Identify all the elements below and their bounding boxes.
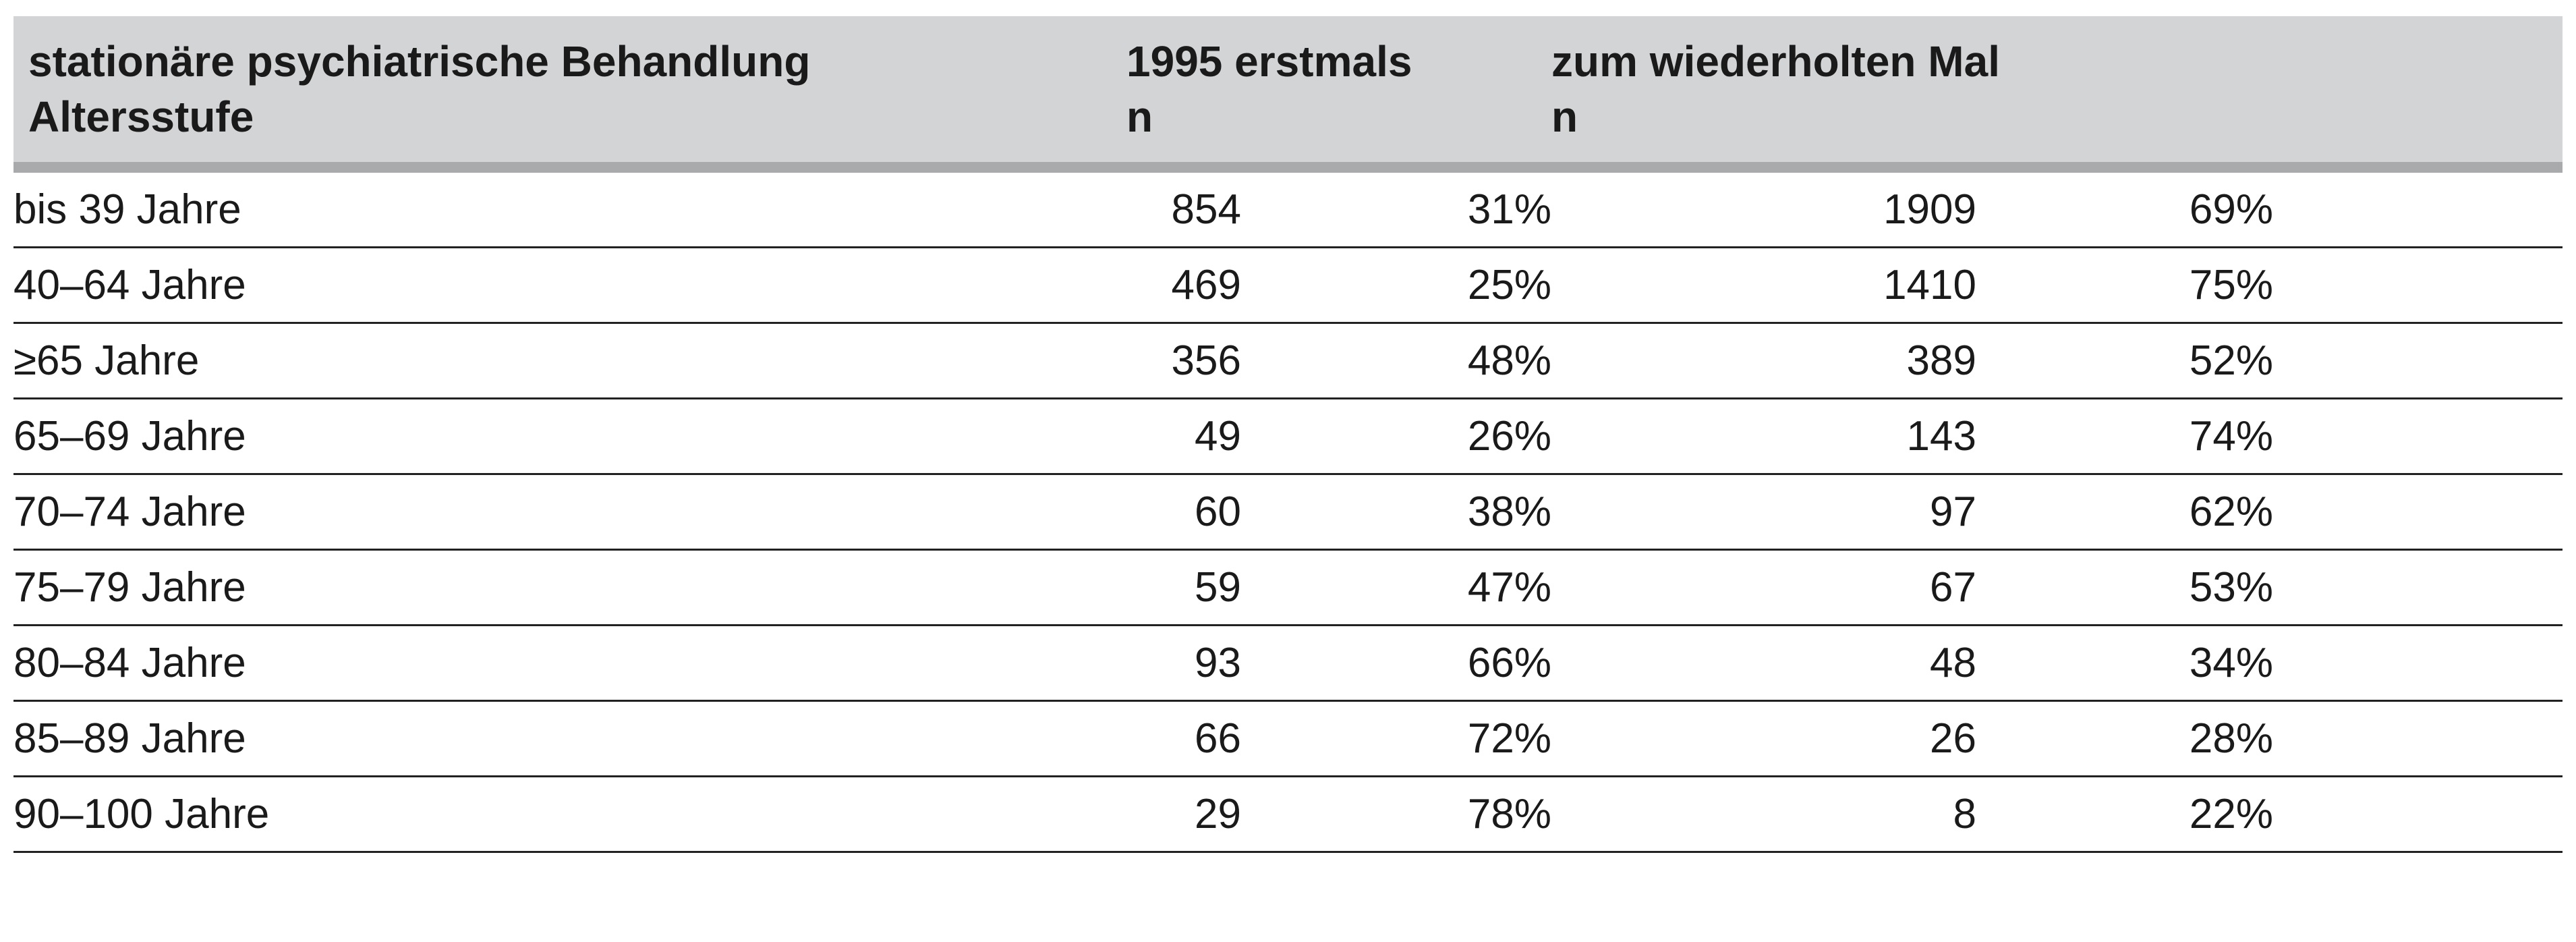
repeat-n-cell: 26	[1551, 700, 1976, 777]
data-table: stationäre psychiatrische Behandlung Alt…	[13, 16, 2563, 853]
table-row: 70–74 Jahre 60 38% 97 62%	[13, 474, 2563, 551]
repeat-n-cell: 143	[1551, 398, 1976, 475]
header-repeat-line2: n	[1551, 92, 1578, 141]
first-pct-cell: 38%	[1241, 474, 1551, 551]
header-first-line2: n	[1126, 92, 1153, 141]
repeat-pct-cell: 69%	[1976, 167, 2273, 248]
spacer-cell	[2273, 549, 2563, 626]
first-pct-cell: 72%	[1241, 700, 1551, 777]
age-cell: bis 39 Jahre	[13, 167, 1126, 248]
repeat-n-cell: 1909	[1551, 167, 1976, 248]
table-row: 75–79 Jahre 59 47% 67 53%	[13, 549, 2563, 626]
age-cell: 90–100 Jahre	[13, 776, 1126, 853]
table-row: 65–69 Jahre 49 26% 143 74%	[13, 398, 2563, 475]
header-repeated: zum wiederholten Mal n	[1551, 16, 2563, 173]
repeat-n-cell: 389	[1551, 323, 1976, 399]
first-n-cell: 854	[1126, 167, 1241, 248]
first-n-cell: 469	[1126, 247, 1241, 324]
first-n-cell: 66	[1126, 700, 1241, 777]
header-row: stationäre psychiatrische Behandlung Alt…	[13, 16, 2563, 173]
repeat-pct-cell: 52%	[1976, 323, 2273, 399]
repeat-n-cell: 1410	[1551, 247, 1976, 324]
repeat-pct-cell: 53%	[1976, 549, 2273, 626]
repeat-pct-cell: 74%	[1976, 398, 2273, 475]
header-first-time: 1995 erstmals n	[1126, 16, 1551, 173]
table-row: 85–89 Jahre 66 72% 26 28%	[13, 700, 2563, 777]
first-pct-cell: 47%	[1241, 549, 1551, 626]
spacer-cell	[2273, 474, 2563, 551]
table-header: stationäre psychiatrische Behandlung Alt…	[13, 16, 2563, 173]
first-n-cell: 49	[1126, 398, 1241, 475]
header-repeat-line1: zum wiederholten Mal	[1551, 37, 2000, 86]
repeat-n-cell: 48	[1551, 625, 1976, 702]
repeat-n-cell: 97	[1551, 474, 1976, 551]
table-body: bis 39 Jahre 854 31% 1909 69% 40–64 Jahr…	[13, 167, 2563, 853]
psychiatric-treatment-table: stationäre psychiatrische Behandlung Alt…	[13, 16, 2563, 853]
first-pct-cell: 48%	[1241, 323, 1551, 399]
repeat-pct-cell: 22%	[1976, 776, 2273, 853]
first-pct-cell: 31%	[1241, 167, 1551, 248]
spacer-cell	[2273, 167, 2563, 248]
age-cell: 40–64 Jahre	[13, 247, 1126, 324]
first-n-cell: 356	[1126, 323, 1241, 399]
table-row: 40–64 Jahre 469 25% 1410 75%	[13, 247, 2563, 324]
repeat-pct-cell: 28%	[1976, 700, 2273, 777]
header-age-line2: Altersstufe	[28, 92, 254, 141]
spacer-cell	[2273, 398, 2563, 475]
table-row: ≥65 Jahre 356 48% 389 52%	[13, 323, 2563, 399]
repeat-pct-cell: 62%	[1976, 474, 2273, 551]
spacer-cell	[2273, 625, 2563, 702]
age-cell: 75–79 Jahre	[13, 549, 1126, 626]
age-cell: 85–89 Jahre	[13, 700, 1126, 777]
spacer-cell	[2273, 247, 2563, 324]
spacer-cell	[2273, 776, 2563, 853]
age-cell: 65–69 Jahre	[13, 398, 1126, 475]
repeat-pct-cell: 75%	[1976, 247, 2273, 324]
first-pct-cell: 25%	[1241, 247, 1551, 324]
age-cell: 80–84 Jahre	[13, 625, 1126, 702]
repeat-pct-cell: 34%	[1976, 625, 2273, 702]
table-row: 90–100 Jahre 29 78% 8 22%	[13, 776, 2563, 853]
header-age-line1: stationäre psychiatrische Behandlung	[28, 37, 811, 86]
repeat-n-cell: 67	[1551, 549, 1976, 626]
table-row: 80–84 Jahre 93 66% 48 34%	[13, 625, 2563, 702]
repeat-n-cell: 8	[1551, 776, 1976, 853]
spacer-cell	[2273, 323, 2563, 399]
first-n-cell: 60	[1126, 474, 1241, 551]
first-pct-cell: 78%	[1241, 776, 1551, 853]
first-n-cell: 93	[1126, 625, 1241, 702]
first-n-cell: 29	[1126, 776, 1241, 853]
table-row: bis 39 Jahre 854 31% 1909 69%	[13, 167, 2563, 248]
first-pct-cell: 66%	[1241, 625, 1551, 702]
age-cell: 70–74 Jahre	[13, 474, 1126, 551]
age-cell: ≥65 Jahre	[13, 323, 1126, 399]
header-age-group: stationäre psychiatrische Behandlung Alt…	[13, 16, 1126, 173]
header-first-line1: 1995 erstmals	[1126, 37, 1412, 86]
spacer-cell	[2273, 700, 2563, 777]
first-pct-cell: 26%	[1241, 398, 1551, 475]
first-n-cell: 59	[1126, 549, 1241, 626]
